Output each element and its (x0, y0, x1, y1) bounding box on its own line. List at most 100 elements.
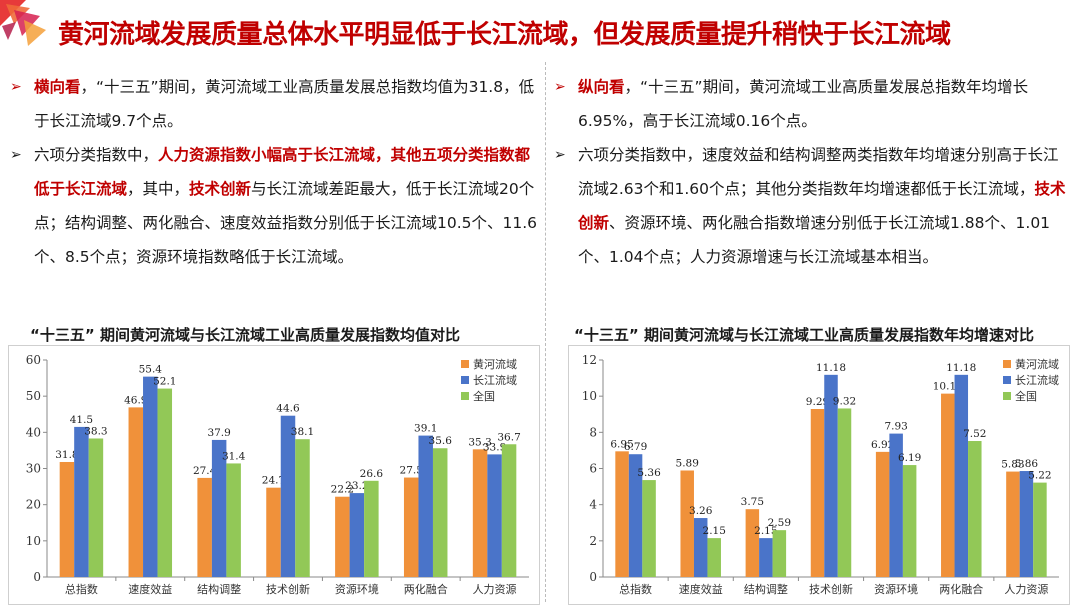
right-p2-text-2: 、资源环境、两化融合指数增速分别低于长江流域1.88个、1.01个、1.04个点… (578, 214, 1051, 266)
arrow-bullet-icon: ➢ (554, 79, 566, 95)
y-tick-label: 20 (26, 498, 41, 512)
bar (349, 493, 365, 577)
chart-1: 0 10 20 30 40 50 60 总指数 31.8 41.538.3 速度效益 46.9 55.4… (26, 353, 529, 596)
x-tick-label: 总指数 (65, 582, 98, 596)
bar (954, 374, 969, 577)
y-tick-label: 40 (26, 425, 41, 439)
legend-label: 全国 (473, 389, 495, 403)
data-label: 11.18 (816, 362, 846, 374)
bar (889, 433, 903, 577)
data-label: 2.15 (703, 525, 726, 537)
data-label: 38.3 (84, 425, 107, 437)
data-label: 39.1 (414, 423, 437, 435)
logo-icon (0, 0, 46, 46)
bar (1033, 482, 1047, 577)
data-label: 38.1 (291, 426, 314, 438)
y-tick-label: 4 (589, 498, 597, 512)
data-label: 6.19 (898, 452, 921, 464)
data-label: 3.26 (689, 505, 713, 517)
bar (941, 393, 955, 577)
data-label: 7.52 (963, 428, 986, 440)
x-tick-label: 人力资源 (1004, 582, 1048, 596)
left-paragraph-1: ➢ 横向看，“十三五”期间，黄河流域工业高质量发展总指数均值为31.8，低于长江流… (8, 70, 538, 138)
data-label: 3.75 (741, 496, 764, 508)
data-label: 5.83 (1001, 459, 1024, 471)
data-label: 6.95 (610, 438, 633, 450)
y-tick-label: 6 (589, 462, 597, 476)
y-tick-label: 10 (582, 389, 597, 403)
bar (1019, 471, 1034, 577)
bar (128, 407, 144, 577)
x-tick-label: 速度效益 (128, 582, 172, 596)
bar (968, 441, 982, 577)
data-label: 6.79 (624, 441, 647, 453)
data-label: 52.1 (153, 376, 176, 388)
data-label: 31.4 (222, 450, 246, 462)
bar (472, 449, 488, 577)
y-tick-label: 8 (589, 425, 597, 439)
data-label: 24.7 (262, 475, 285, 487)
bar (432, 448, 448, 577)
bar (772, 530, 787, 577)
bar (211, 439, 227, 577)
data-label: 6.92 (871, 439, 894, 451)
page-title: 黄河流域发展质量总体水平明显低于长江流域，但发展质量提升稍快于长江流域 (58, 20, 951, 50)
legend-label: 黄河流域 (1015, 357, 1059, 371)
chart-2-title: “十三五” 期间黄河流域与长江流域工业高质量发展指数年均增速对比 (574, 326, 1034, 344)
left-p2-highlight-2: 技术创新 (189, 180, 252, 198)
data-label: 44.6 (276, 403, 300, 415)
chart-1-panel: 0 10 20 30 40 50 60 总指数 31.8 41.5 38.3 速度效益 46.9 55.4… (8, 345, 540, 605)
right-paragraph-1: ➢ 纵向看，“十三五”期间，黄河流域工业高质量发展总指数年均增长6.95%，高于长… (552, 70, 1072, 138)
data-label: 41.5 (70, 414, 93, 426)
x-tick-label: 人力资源 (473, 582, 517, 596)
chart-2: 0 2 4 6 8 10 12 总指数 6.956.79 5.36 速度效益 5.89 3.26 2.15… (582, 353, 1059, 596)
data-label: 27.5 (400, 465, 423, 477)
bar (143, 376, 158, 577)
y-tick-label: 2 (589, 534, 597, 548)
legend-swatch (1003, 376, 1011, 384)
data-label: 26.6 (360, 468, 384, 480)
arrow-bullet-icon: ➢ (10, 79, 22, 95)
right-p2-text-1: 六项分类指数中，速度效益和结构调整两类指数年均增速分别高于长江流域2.63个和1… (578, 146, 1059, 198)
right-p2-highlight-1: 技术创新 (578, 180, 1066, 232)
data-label: 5.86 (1015, 458, 1039, 470)
left-p2-text-2: ，其中， (127, 180, 190, 198)
bar (759, 538, 773, 577)
bar (266, 487, 281, 577)
left-p2-text-1: 六项分类指数中， (34, 146, 159, 164)
x-tick-label: 结构调整 (744, 582, 788, 596)
left-paragraph-2: ➢ 六项分类指数中，人力资源指数小幅高于长江流域，其他五项分类指数都低于长江流域，… (8, 138, 538, 274)
legend-label: 长江流域 (1015, 373, 1059, 387)
bar (810, 409, 825, 577)
bar (837, 408, 852, 577)
bar (335, 496, 350, 577)
bar (364, 480, 379, 577)
y-tick-label: 10 (26, 534, 41, 548)
data-label: 9.29 (806, 396, 829, 408)
bar (74, 426, 89, 577)
data-label: 23.2 (345, 480, 368, 492)
left-p1-text: ，“十三五”期间，黄河流域工业高质量发展总指数均值为31.8，低于长江流域9.7… (34, 78, 535, 130)
data-label: 9.32 (833, 395, 856, 407)
data-label: 36.7 (497, 431, 520, 443)
arrow-bullet-icon: ➢ (10, 147, 22, 163)
bar (707, 538, 721, 577)
data-label: 22.2 (331, 484, 354, 496)
data-label: 5.89 (676, 457, 699, 469)
bar (501, 444, 517, 577)
legend-label: 全国 (1015, 389, 1037, 403)
y-tick-label: 0 (33, 570, 41, 584)
bar (1006, 471, 1020, 577)
column-divider (545, 62, 546, 602)
x-tick-label: 结构调整 (197, 582, 241, 596)
bar (157, 388, 173, 577)
x-tick-label: 速度效益 (679, 582, 723, 596)
bar (418, 435, 433, 577)
data-label: 2.59 (768, 517, 791, 529)
legend-swatch (1003, 360, 1011, 368)
chart-2-panel: 0 2 4 6 8 10 12 总指数 6.95 6.79 5.36 速度效益 5.89 3.26 2.15… (568, 345, 1070, 605)
chart-1-title: “十三五” 期间黄河流域与长江流域工业高质量发展指数均值对比 (30, 326, 460, 344)
x-tick-label: 技术创新 (809, 582, 853, 596)
data-label: 35.3 (468, 436, 491, 448)
right-p1-label: 纵向看 (578, 78, 625, 96)
